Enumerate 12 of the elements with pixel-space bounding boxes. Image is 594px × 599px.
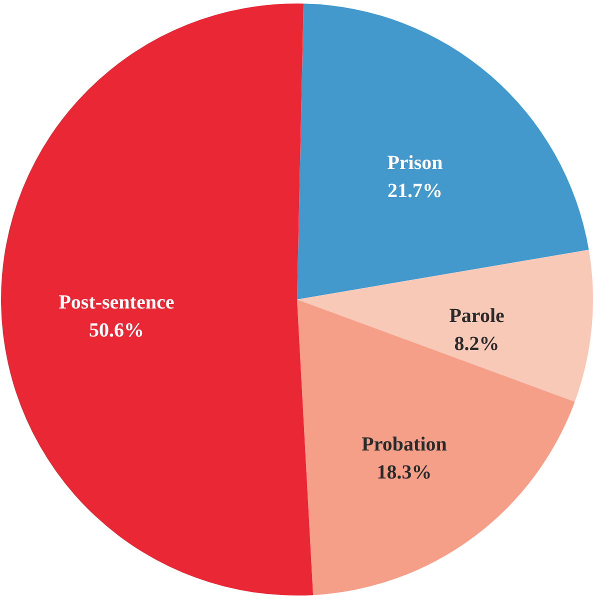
data-label: 18.3%	[376, 462, 432, 484]
data-label: 8.2%	[454, 333, 500, 356]
pie-slice	[297, 4, 589, 300]
slice-label: Parole	[449, 305, 504, 328]
data-label: 21.7%	[387, 180, 442, 202]
data-label: 50.6%	[88, 319, 144, 342]
slice-label: Prison	[387, 152, 443, 174]
pie-slice	[297, 300, 575, 596]
pie-slice	[297, 250, 593, 402]
slice-label: Probation	[362, 434, 447, 456]
slice-label: Post-sentence	[58, 291, 174, 314]
pie-slice	[1, 4, 314, 596]
